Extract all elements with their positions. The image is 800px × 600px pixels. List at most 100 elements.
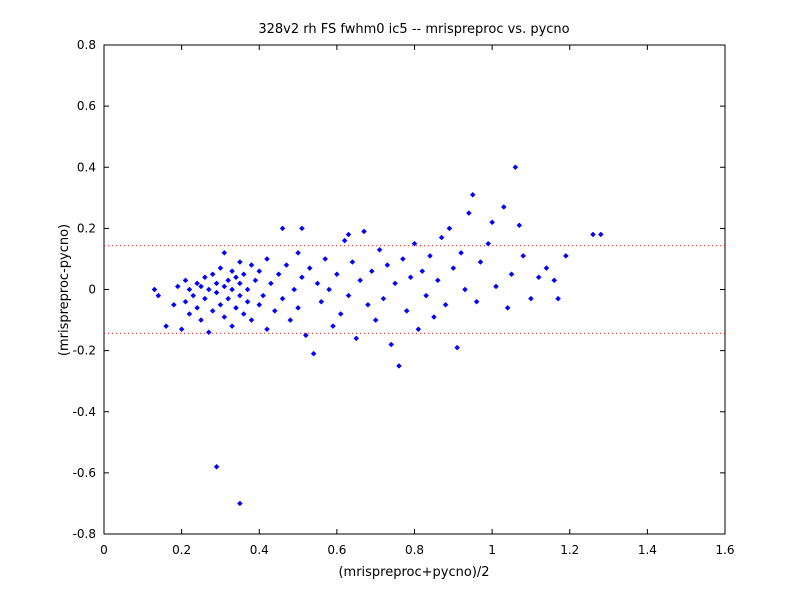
x-tick-label: 1 <box>488 543 496 557</box>
data-point <box>306 265 313 271</box>
data-point <box>244 286 251 293</box>
data-point <box>493 283 499 290</box>
data-point <box>368 268 375 275</box>
plot-area <box>103 44 726 535</box>
data-point <box>236 292 243 299</box>
data-point <box>411 240 418 247</box>
data-point <box>287 317 294 323</box>
data-point <box>345 231 352 238</box>
x-tick-label: 1.2 <box>560 543 579 557</box>
x-tick-label: 0.4 <box>250 543 269 557</box>
x-tick-label: 1.6 <box>715 543 734 557</box>
data-point <box>236 500 243 507</box>
data-point <box>236 259 243 265</box>
data-point <box>244 298 251 305</box>
data-point <box>458 249 464 256</box>
data-point <box>190 292 197 299</box>
data-point <box>551 277 558 284</box>
data-point <box>291 286 298 293</box>
data-point <box>345 292 352 299</box>
data-point <box>221 314 228 320</box>
data-point <box>500 204 507 210</box>
data-point <box>302 332 309 339</box>
data-point <box>597 231 604 238</box>
data-point <box>240 271 247 278</box>
data-point <box>403 308 410 314</box>
data-point <box>516 222 523 229</box>
data-point <box>213 463 220 470</box>
data-point <box>392 280 398 287</box>
data-point <box>221 249 228 256</box>
data-point <box>388 341 395 348</box>
data-point <box>353 335 360 342</box>
y-tick-label: -0.8 <box>73 527 96 541</box>
data-point <box>248 317 255 323</box>
data-point <box>236 280 243 287</box>
data-point <box>151 286 158 293</box>
y-tick-label: 0 <box>88 283 96 297</box>
data-point <box>295 249 301 256</box>
data-point <box>202 274 208 281</box>
x-tick-label: 0 <box>100 543 108 557</box>
data-point <box>400 256 406 262</box>
data-point <box>275 271 282 278</box>
data-point <box>182 298 189 305</box>
data-point <box>174 283 181 290</box>
data-point <box>465 210 472 216</box>
data-point <box>213 289 220 296</box>
data-point <box>205 329 212 336</box>
data-points <box>151 164 604 507</box>
data-point <box>427 253 433 259</box>
data-point <box>442 301 449 308</box>
data-point <box>233 304 239 311</box>
x-axis-title: (mrispreproc+pycno)/2 <box>338 565 489 580</box>
data-point <box>256 268 263 275</box>
data-point <box>357 277 364 284</box>
data-point <box>446 225 453 232</box>
data-point <box>186 286 193 293</box>
chart-title: 328v2 rh FS fwhm0 ic5 -- mrispreproc vs.… <box>258 22 569 37</box>
data-point <box>469 191 476 198</box>
data-point <box>485 240 492 247</box>
data-point <box>209 308 216 314</box>
data-point <box>194 304 201 311</box>
data-point <box>450 265 457 271</box>
data-point <box>322 256 329 262</box>
data-point <box>163 323 169 330</box>
y-tick-label: 0.6 <box>77 99 96 113</box>
data-point <box>299 225 305 232</box>
data-point <box>407 274 414 281</box>
x-tick-label: 0.2 <box>172 543 191 557</box>
data-point <box>213 280 220 287</box>
data-point <box>508 271 515 278</box>
data-point <box>178 326 185 333</box>
data-point <box>477 259 484 265</box>
data-point <box>590 231 596 238</box>
data-point <box>248 262 255 268</box>
data-point <box>330 323 336 330</box>
data-point <box>454 344 461 351</box>
data-point <box>229 286 235 293</box>
data-point <box>563 253 569 259</box>
data-point <box>252 277 259 284</box>
data-point <box>535 274 542 281</box>
data-point <box>260 292 266 299</box>
y-tick-label: -0.6 <box>73 466 96 480</box>
y-tick-label: -0.4 <box>73 405 96 419</box>
data-point <box>528 295 534 302</box>
data-point <box>225 277 232 284</box>
data-point <box>194 280 201 287</box>
x-tick-label: 0.8 <box>405 543 424 557</box>
data-point <box>202 295 208 302</box>
data-point <box>543 265 550 271</box>
data-point <box>349 259 356 265</box>
data-point <box>361 228 367 235</box>
data-point <box>415 326 422 333</box>
data-point <box>314 280 321 287</box>
y-tick-label: 0.2 <box>77 221 96 235</box>
data-point <box>396 363 402 369</box>
data-point <box>186 311 193 317</box>
data-point <box>318 298 325 305</box>
data-point <box>334 271 340 278</box>
